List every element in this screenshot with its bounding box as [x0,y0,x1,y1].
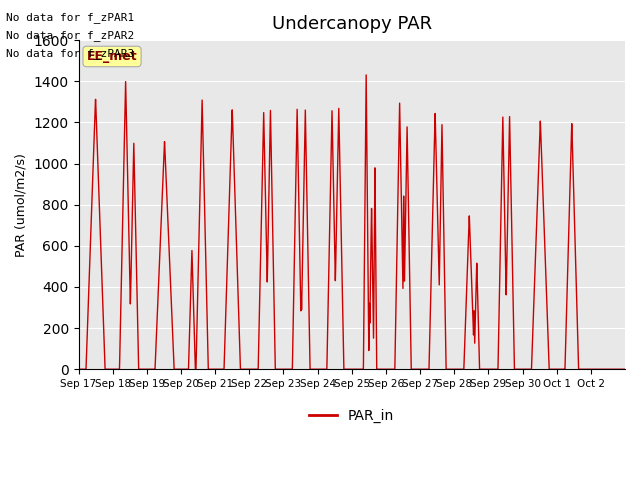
Text: EE_met: EE_met [87,50,138,63]
Text: No data for f_zPAR2: No data for f_zPAR2 [6,30,134,41]
Text: No data for f_zPAR1: No data for f_zPAR1 [6,12,134,23]
Legend: PAR_in: PAR_in [303,403,400,428]
Y-axis label: PAR (umol/m2/s): PAR (umol/m2/s) [15,153,28,257]
Text: No data for f_zPAR3: No data for f_zPAR3 [6,48,134,60]
Title: Undercanopy PAR: Undercanopy PAR [272,15,432,33]
